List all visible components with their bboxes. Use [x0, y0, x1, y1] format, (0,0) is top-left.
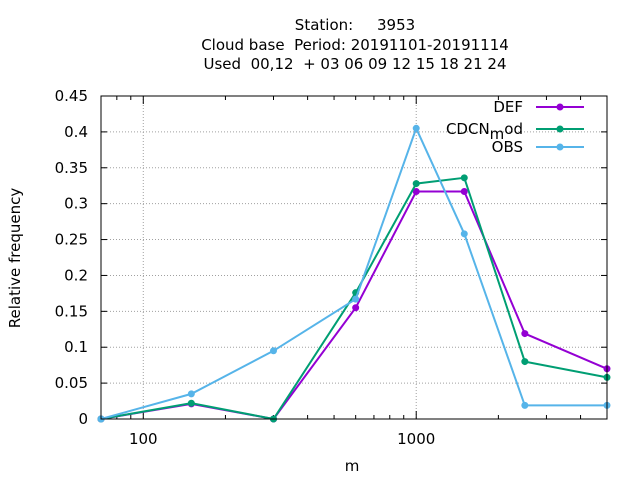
legend-label-obs: OBS	[492, 138, 523, 156]
legend-label-def: DEF	[493, 98, 523, 116]
title-line-used: Used 00,12 + 03 06 09 12 15 18 21 24	[203, 55, 507, 73]
x-tick-label: 100	[129, 430, 158, 448]
series-line-cdcn-mod	[100, 176, 608, 421]
data-point-obs	[352, 295, 360, 303]
y-tick-label: 0.25	[55, 231, 88, 249]
data-point-obs	[521, 401, 529, 409]
y-tick-label: 0.4	[64, 123, 88, 141]
legend-marker-obs	[556, 143, 564, 151]
series-group	[97, 124, 611, 423]
legend-label-cdcn-mod: CDCNmod	[446, 120, 523, 143]
y-tick-label: 0.3	[64, 195, 88, 213]
y-tick-label: 0.15	[55, 302, 88, 320]
data-point-obs	[460, 230, 468, 238]
grid-lines	[101, 96, 607, 419]
y-tick-label: 0.05	[55, 374, 88, 392]
data-point-obs	[412, 124, 420, 132]
x-axis-label: m	[345, 457, 360, 475]
data-point-obs	[270, 347, 278, 355]
y-tick-label: 0	[78, 410, 88, 428]
data-point-def	[412, 187, 420, 195]
title-line-station: Station: 3953	[294, 16, 416, 34]
data-point-obs	[187, 390, 195, 398]
plot-frame	[100, 95, 608, 420]
x-tick-label: 1000	[397, 430, 435, 448]
legend-marker-cdcn-mod	[556, 125, 564, 133]
y-tick-label: 0.1	[64, 338, 88, 356]
y-tick-label: 0.45	[55, 87, 88, 105]
y-axis-label: Relative frequency	[6, 188, 24, 329]
data-point-cdcn-mod	[412, 180, 420, 188]
legend-marker-def	[556, 103, 564, 111]
y-tick-label: 0.2	[64, 266, 88, 284]
data-point-def	[352, 304, 360, 312]
y-tick-label: 0.35	[55, 159, 88, 177]
data-point-def	[460, 187, 468, 195]
data-point-cdcn-mod	[521, 358, 529, 366]
data-point-cdcn-mod	[187, 399, 195, 407]
series-line-obs	[100, 125, 607, 420]
title-line-period: Cloud base Period: 20191101-20191114	[201, 36, 509, 54]
data-point-cdcn-mod	[460, 174, 468, 182]
data-point-def	[521, 330, 529, 338]
axis-ticks: 0 0.05 0.1 0.15 0.2 0.25 0.3 0.35 0.4 0.45 100 1000	[55, 87, 607, 448]
